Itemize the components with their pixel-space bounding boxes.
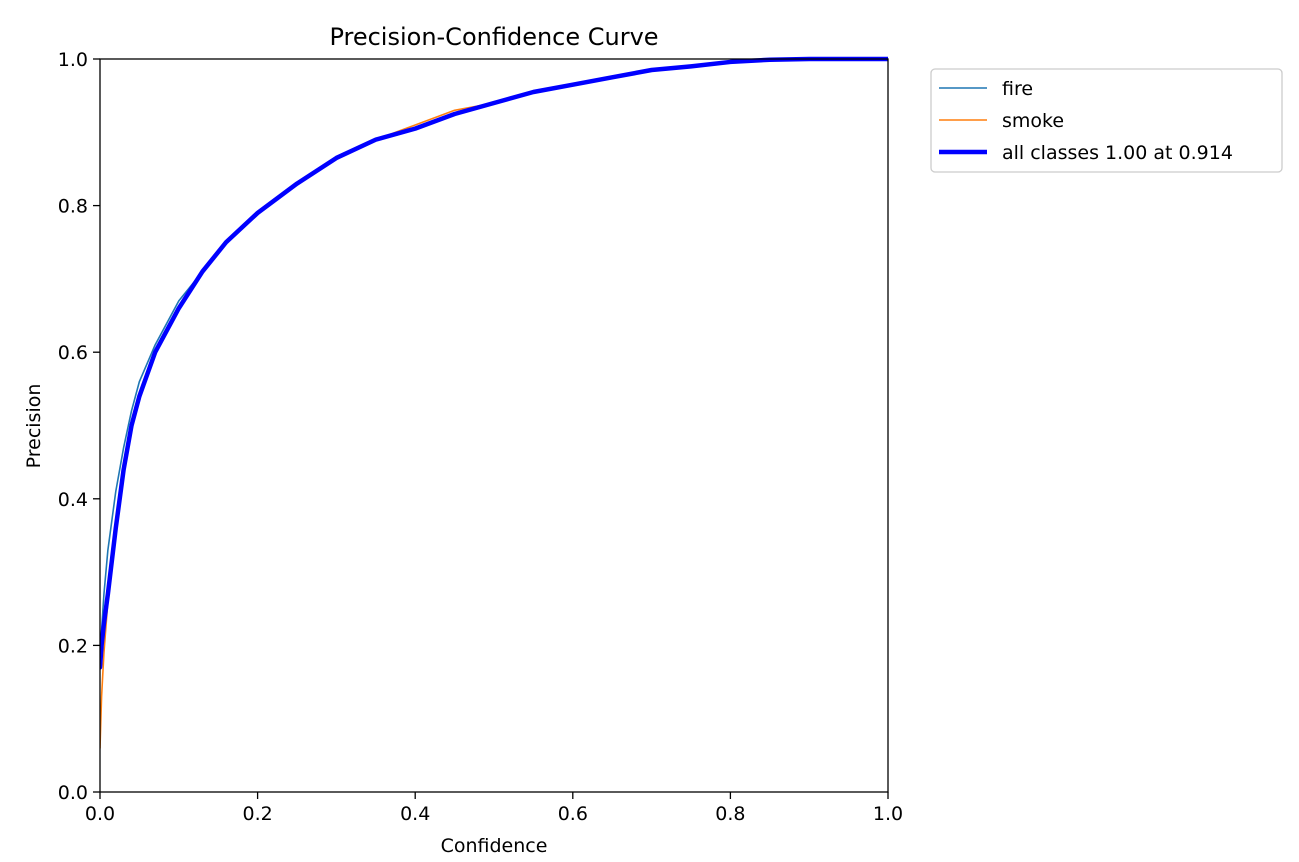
y-tick-label-0: 0.0 [58,782,88,804]
x-tick-label-3: 0.6 [558,803,588,825]
series-lines [100,56,888,749]
x-tick-label-1: 0.2 [242,803,272,825]
legend-label-1: smoke [1002,110,1064,132]
y-tick-label-4: 0.8 [58,196,88,218]
y-axis-label: Precision [23,384,45,469]
series-line-2 [100,56,888,670]
legend-label-0: fire [1002,78,1033,100]
legend-frame [930,68,1283,173]
legend-label-2: all classes 1.00 at 0.914 [1002,142,1233,164]
plot-area [100,56,888,749]
axes-frame [99,58,889,793]
chart-title: Precision-Confidence Curve [329,23,658,51]
y-tick-label-2: 0.4 [58,489,88,511]
x-axis-label: Confidence [441,835,548,857]
y-tick-label-3: 0.6 [58,342,88,364]
x-tick-label-4: 0.8 [715,803,745,825]
x-tick-label-2: 0.4 [400,803,430,825]
axes: 0.0 0.2 0.4 0.6 0.8 1.0 0.0 0.2 0.4 0.6 0.8 1.0 [58,49,903,825]
y-tick-label-5: 1.0 [58,49,88,71]
y-tick-label-1: 0.2 [58,635,88,657]
x-tick-label-5: 1.0 [873,803,903,825]
legend: fire smoke all classes 1.00 at 0.914 [930,68,1283,173]
x-tick-label-0: 0.0 [85,803,115,825]
